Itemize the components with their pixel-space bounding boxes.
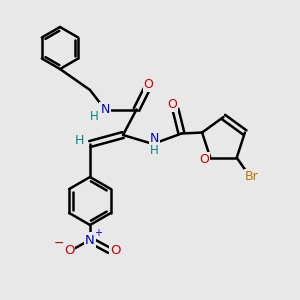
Text: N: N <box>100 103 110 116</box>
Text: O: O <box>168 98 177 111</box>
Text: O: O <box>64 244 74 257</box>
Text: H: H <box>75 134 84 148</box>
Text: N: N <box>150 132 159 145</box>
Text: O: O <box>199 153 209 166</box>
Text: +: + <box>94 227 102 238</box>
Text: Br: Br <box>245 170 259 183</box>
Text: O: O <box>144 77 153 91</box>
Text: N: N <box>85 233 95 247</box>
Text: H: H <box>150 144 159 157</box>
Text: H: H <box>90 110 99 124</box>
Text: −: − <box>54 236 64 250</box>
Text: O: O <box>110 244 121 257</box>
